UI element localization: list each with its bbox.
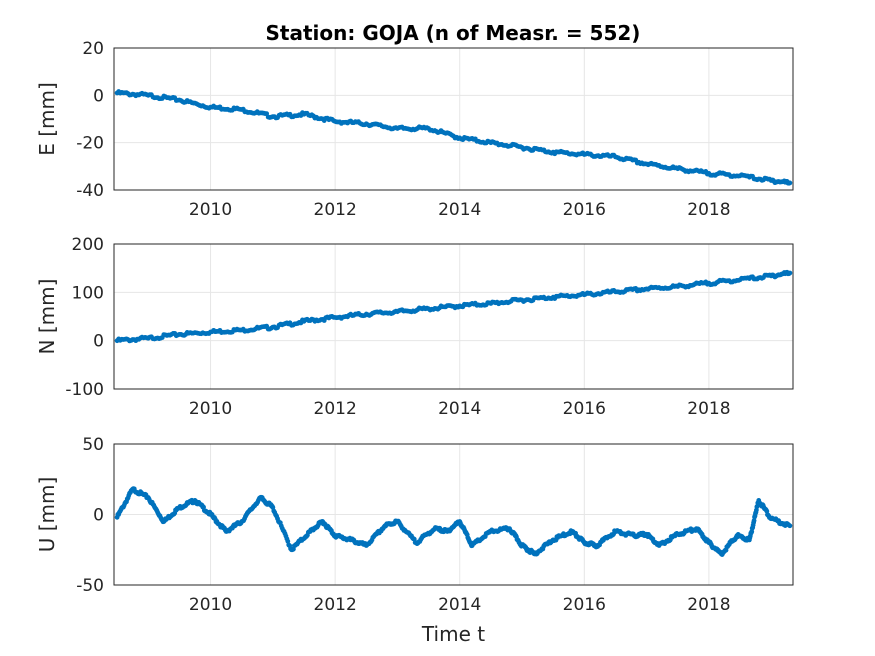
x-tick-label: 2018	[687, 399, 730, 419]
panel-E: 2010 2012 2014 2016 2018 20 0 -20 -40 E [mm]	[35, 39, 794, 220]
x-tick-label: 2018	[687, 595, 730, 615]
axes-box	[113, 47, 794, 191]
x-tick-label: 2014	[438, 200, 481, 220]
x-tick-label: 2014	[438, 399, 481, 419]
y-tick-label: -100	[65, 380, 104, 400]
y-tick-label: 20	[82, 39, 104, 59]
y-axis-label: E [mm]	[35, 82, 59, 156]
x-axis-label: Time t	[421, 622, 485, 646]
x-tick-label: 2014	[438, 595, 481, 615]
plot-area	[114, 244, 793, 389]
x-tick-label: 2012	[314, 595, 357, 615]
x-tick-label: 2010	[189, 200, 232, 220]
x-tick-label: 2016	[563, 595, 606, 615]
x-tick-label: 2016	[563, 399, 606, 419]
y-tick-label: 0	[93, 86, 104, 106]
data-point	[285, 538, 291, 544]
x-tick-label: 2012	[314, 399, 357, 419]
chart-title: Station: GOJA (n of Measr. = 552)	[266, 21, 641, 45]
axes-box	[113, 243, 794, 390]
panel-U: 2010 2012 2014 2016 2018 50 0 -50 U [mm] Time t	[35, 435, 794, 646]
data-point	[787, 180, 793, 186]
data-point	[787, 270, 793, 276]
y-tick-label: -20	[76, 134, 104, 154]
x-tick-label: 2010	[189, 595, 232, 615]
x-tick-label: 2010	[189, 399, 232, 419]
y-tick-label: 200	[72, 235, 104, 255]
x-tick-label: 2016	[563, 200, 606, 220]
x-tick-label: 2018	[687, 200, 730, 220]
y-tick-label: -40	[76, 181, 104, 201]
data-point	[787, 523, 793, 529]
y-tick-label: 0	[93, 506, 104, 526]
axes-box	[113, 443, 794, 586]
y-axis-label: N [mm]	[35, 279, 59, 355]
y-tick-label: 50	[82, 435, 104, 455]
y-axis-label: U [mm]	[35, 477, 59, 553]
x-tick-label: 2012	[314, 200, 357, 220]
y-tick-label: -50	[76, 576, 104, 596]
data-point	[751, 518, 757, 524]
y-tick-label: 0	[93, 332, 104, 352]
y-tick-label: 100	[72, 283, 104, 303]
panel-N: 2010 2012 2014 2016 2018 200 100 0 -100 N [mm]	[35, 235, 794, 419]
